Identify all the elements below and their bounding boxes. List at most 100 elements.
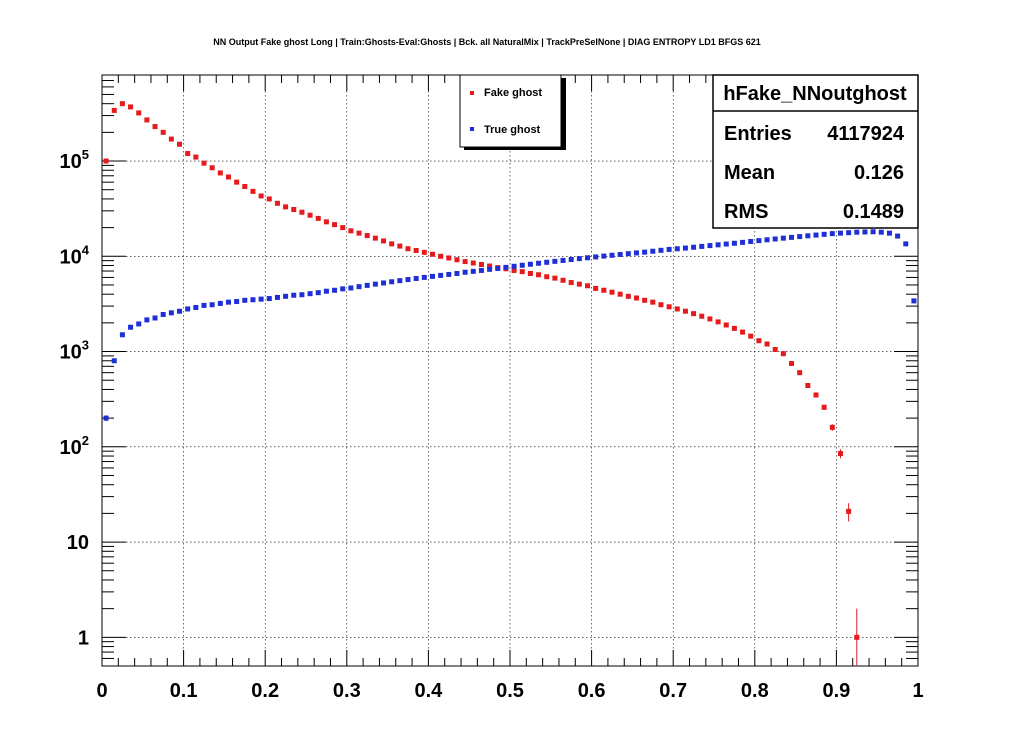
point-true-ghost	[829, 231, 835, 237]
stats-mean-label: Mean	[724, 162, 775, 184]
point-fake-ghost	[291, 206, 297, 212]
stats-mean-value: 0.126	[854, 162, 904, 184]
point-true-ghost	[682, 245, 688, 251]
point-true-ghost	[291, 292, 297, 298]
point-fake-ghost	[536, 272, 542, 278]
point-fake-ghost	[250, 188, 256, 194]
point-fake-ghost	[487, 263, 493, 269]
point-fake-ghost	[454, 257, 460, 263]
point-fake-ghost	[715, 319, 721, 325]
x-tick-label: 0.7	[659, 680, 687, 702]
point-true-ghost	[168, 310, 174, 316]
point-true-ghost	[511, 263, 517, 269]
x-tick-label: 0	[96, 680, 107, 702]
point-fake-ghost	[813, 392, 819, 398]
point-fake-ghost	[381, 238, 387, 244]
point-true-ghost	[862, 229, 868, 235]
x-tick-label: 0.9	[822, 680, 850, 702]
x-tick-label: 0.2	[251, 680, 279, 702]
point-true-ghost	[846, 230, 852, 236]
point-fake-ghost	[168, 136, 174, 142]
point-true-ghost	[748, 238, 754, 244]
point-true-ghost	[886, 230, 892, 236]
point-true-ghost	[576, 256, 582, 262]
stats-entries-value: 4117924	[827, 123, 905, 145]
point-true-ghost	[258, 296, 264, 302]
point-fake-ghost	[258, 193, 264, 199]
point-true-ghost	[650, 248, 656, 254]
point-fake-ghost	[633, 295, 639, 301]
point-fake-ghost	[560, 277, 566, 283]
point-true-ghost	[111, 358, 117, 364]
point-fake-ghost	[625, 293, 631, 299]
point-fake-ghost	[421, 249, 427, 255]
point-fake-ghost	[478, 261, 484, 267]
y-tick-label: 10	[67, 532, 89, 554]
point-true-ghost	[633, 250, 639, 256]
point-fake-ghost	[323, 219, 329, 225]
point-true-ghost	[340, 286, 346, 292]
point-true-ghost	[103, 415, 109, 421]
point-fake-ghost	[299, 209, 305, 215]
point-fake-ghost	[389, 241, 395, 247]
point-fake-ghost	[780, 351, 786, 357]
point-true-ghost	[478, 267, 484, 273]
point-fake-ghost	[225, 174, 231, 180]
point-fake-ghost	[429, 251, 435, 257]
point-fake-ghost	[837, 451, 843, 457]
point-true-ghost	[601, 253, 607, 259]
point-true-ghost	[715, 242, 721, 248]
point-true-ghost	[585, 255, 591, 261]
point-true-ghost	[299, 292, 305, 298]
legend-marker-fake-ghost	[470, 91, 474, 95]
point-true-ghost	[413, 275, 419, 281]
point-true-ghost	[519, 262, 525, 268]
y-tick-label: 1	[78, 627, 89, 649]
stats-rms-label: RMS	[724, 201, 768, 223]
point-fake-ghost	[266, 196, 272, 202]
point-true-ghost	[536, 260, 542, 266]
point-fake-ghost	[111, 107, 117, 113]
point-fake-ghost	[666, 304, 672, 310]
point-true-ghost	[625, 251, 631, 257]
point-true-ghost	[911, 298, 917, 304]
point-true-ghost	[462, 269, 468, 275]
x-tick-label: 0.1	[170, 680, 198, 702]
point-true-ghost	[225, 299, 231, 305]
point-fake-ghost	[185, 150, 191, 156]
stats-frame	[712, 74, 919, 229]
point-fake-ghost	[821, 404, 827, 410]
point-fake-ghost	[756, 338, 762, 344]
point-true-ghost	[707, 243, 713, 249]
point-fake-ghost	[413, 248, 419, 254]
point-fake-ghost	[234, 179, 240, 185]
point-fake-ghost	[658, 302, 664, 308]
point-true-ghost	[454, 270, 460, 276]
point-true-ghost	[699, 243, 705, 249]
point-true-ghost	[797, 234, 803, 240]
point-true-ghost	[209, 302, 215, 308]
point-true-ghost	[487, 266, 493, 272]
point-fake-ghost	[731, 325, 737, 331]
point-true-ghost	[307, 291, 313, 297]
point-true-ghost	[854, 229, 860, 235]
point-fake-ghost	[348, 228, 354, 234]
point-fake-ghost	[723, 322, 729, 328]
point-true-ghost	[397, 278, 403, 284]
stats-entries-label: Entries	[724, 123, 792, 145]
point-true-ghost	[381, 280, 387, 286]
point-fake-ghost	[552, 275, 558, 281]
point-true-ghost	[658, 247, 664, 253]
point-true-ghost	[201, 302, 207, 308]
legend-marker-true-ghost	[470, 127, 474, 131]
point-fake-ghost	[707, 316, 713, 322]
point-true-ghost	[234, 299, 240, 305]
point-true-ghost	[429, 273, 435, 279]
point-true-ghost	[609, 252, 615, 258]
point-fake-ghost	[177, 141, 183, 147]
point-true-ghost	[805, 233, 811, 239]
point-true-ghost	[495, 265, 501, 271]
point-fake-ghost	[103, 158, 109, 164]
point-fake-ghost	[650, 299, 656, 305]
